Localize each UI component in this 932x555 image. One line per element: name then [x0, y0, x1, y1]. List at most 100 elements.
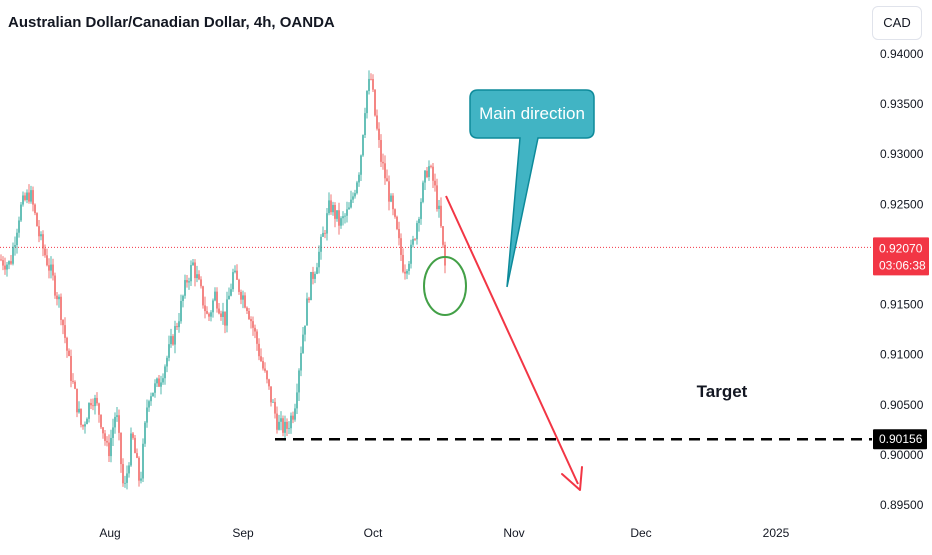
candle-body — [340, 218, 342, 226]
candle-body — [358, 174, 360, 183]
candle — [278, 414, 280, 431]
candle-body — [232, 272, 234, 290]
current-price-tag — [873, 237, 929, 276]
candle-body — [86, 418, 88, 425]
candle — [308, 296, 310, 303]
candle-body — [434, 180, 436, 186]
candle — [312, 266, 314, 285]
candle-body — [298, 370, 300, 393]
candle-body — [174, 326, 176, 345]
candle — [86, 417, 88, 425]
candle — [334, 202, 336, 228]
candle — [420, 198, 422, 225]
candle — [98, 402, 100, 423]
candle — [294, 403, 296, 422]
candle — [280, 411, 282, 431]
candle-body — [370, 78, 372, 80]
target-label: Target — [697, 382, 748, 401]
candle-body — [262, 361, 264, 369]
y-tick-label: 0.93000 — [880, 147, 924, 161]
candle — [406, 269, 408, 280]
candle-body — [324, 232, 326, 234]
candle — [158, 374, 160, 387]
candle — [138, 456, 140, 487]
candle-body — [22, 195, 24, 205]
candle-body — [444, 244, 446, 266]
candle — [310, 271, 312, 301]
candle-body — [230, 289, 232, 296]
candle-body — [12, 246, 14, 264]
candle — [42, 230, 44, 257]
candle — [430, 164, 432, 169]
candle-body — [186, 280, 188, 283]
candle — [72, 373, 74, 384]
candle — [440, 197, 442, 228]
direction-arrow[interactable] — [445, 195, 579, 485]
candle-body — [304, 325, 306, 335]
candle-body — [48, 265, 50, 271]
candle-body — [346, 209, 348, 216]
candle-body — [88, 403, 90, 419]
candle — [212, 298, 214, 318]
arrow-head — [561, 466, 583, 491]
candle — [84, 421, 86, 434]
y-tick-label: 0.90500 — [880, 398, 924, 412]
candle — [250, 316, 252, 329]
candle — [82, 424, 84, 430]
highlight-circle[interactable] — [423, 256, 467, 316]
candle — [330, 194, 332, 215]
candle — [78, 401, 80, 414]
candle — [208, 312, 210, 322]
candle — [338, 202, 340, 235]
candle — [304, 325, 306, 342]
candle-body — [318, 251, 320, 268]
candle-body — [276, 413, 278, 430]
candle — [120, 432, 122, 473]
candle — [44, 244, 46, 258]
candle — [124, 475, 126, 488]
candle — [32, 186, 34, 212]
x-tick-label: Nov — [503, 526, 524, 540]
candle — [352, 192, 354, 204]
y-tick-label: 0.94000 — [880, 47, 924, 61]
candle-body — [198, 274, 200, 280]
currency-button[interactable]: CAD — [872, 6, 922, 40]
candle — [2, 256, 4, 271]
candle — [210, 310, 212, 322]
candle — [314, 271, 316, 284]
candle — [396, 215, 398, 231]
candle-body — [278, 421, 280, 430]
candle — [266, 369, 268, 384]
candle-body — [302, 334, 304, 354]
candle-body — [26, 192, 28, 200]
callout-bubble[interactable] — [469, 89, 595, 288]
y-tick-label: 0.89500 — [880, 498, 924, 512]
candle — [384, 155, 386, 185]
candle — [262, 357, 264, 371]
candle-body — [266, 370, 268, 380]
candle — [108, 434, 110, 463]
candle-body — [344, 215, 346, 217]
candle — [358, 172, 360, 187]
candle — [366, 90, 368, 119]
candle — [112, 418, 114, 446]
candle-body — [376, 115, 378, 129]
candle-body — [430, 166, 432, 167]
candle — [422, 180, 424, 204]
candle-body — [114, 416, 116, 428]
candle — [30, 185, 32, 204]
candle-body — [58, 296, 60, 300]
candle — [126, 465, 128, 490]
candle-body — [368, 78, 370, 91]
candle — [218, 302, 220, 315]
candle — [416, 220, 418, 245]
candle-body — [106, 440, 108, 443]
candle — [386, 169, 388, 182]
candle-body — [442, 226, 444, 245]
candle-body — [348, 207, 350, 210]
candle-body — [80, 408, 82, 425]
candle-body — [326, 213, 328, 234]
candle — [202, 285, 204, 309]
